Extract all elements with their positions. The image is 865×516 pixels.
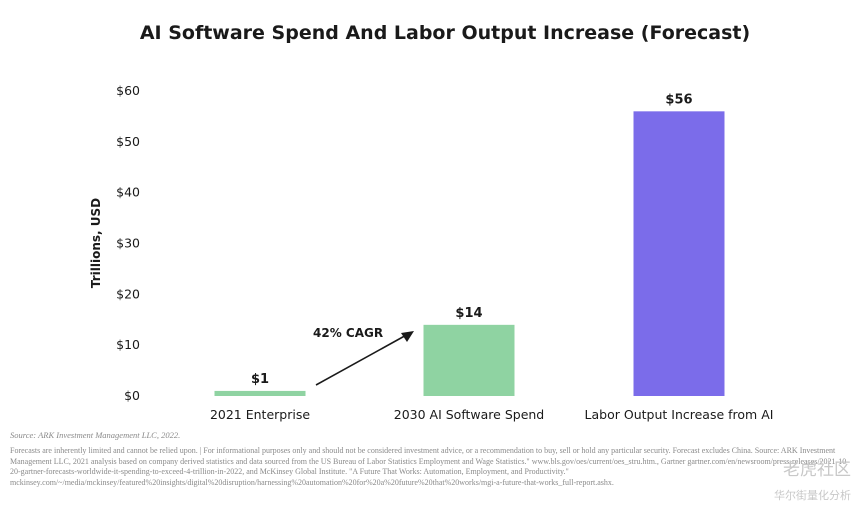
data-labels: $1 $14 $56 bbox=[251, 92, 693, 387]
x-category-label: 2021 Enterprise bbox=[210, 407, 310, 422]
x-category-label: 2030 AI Software Spend bbox=[394, 407, 545, 422]
y-tick-label: $20 bbox=[116, 286, 140, 301]
y-tick-label: $0 bbox=[124, 388, 140, 403]
bars bbox=[214, 111, 725, 396]
y-axis-ticks: $0 $10 $20 $30 $40 $50 $60 bbox=[116, 83, 140, 403]
y-axis-label: Trillions, USD bbox=[89, 198, 103, 288]
cagr-arrow bbox=[315, 332, 411, 386]
x-category-label: Labor Output Increase from AI bbox=[585, 407, 774, 422]
bar bbox=[214, 390, 306, 396]
cagr-arrow-head bbox=[401, 331, 414, 342]
cagr-label: 42% CAGR bbox=[313, 326, 383, 340]
bar-value-label: $14 bbox=[455, 306, 482, 321]
y-tick-label: $60 bbox=[116, 83, 140, 98]
y-tick-label: $50 bbox=[116, 134, 140, 149]
x-axis-ticks: 2021 Enterprise 2030 AI Software Spend Lab… bbox=[210, 407, 773, 422]
watermark-secondary: 华尔街量化分析 bbox=[774, 489, 851, 502]
bar-value-label: $56 bbox=[665, 92, 692, 107]
bar bbox=[633, 111, 725, 396]
disclaimer-text: Forecasts are inherently limited and can… bbox=[10, 446, 849, 487]
source-note: Source: ARK Investment Management LLC, 2… bbox=[10, 430, 181, 440]
y-tick-label: $40 bbox=[116, 185, 140, 200]
chart: AI Software Spend And Labor Output Incre… bbox=[89, 22, 773, 422]
bar-value-label: $1 bbox=[251, 372, 269, 387]
watermark-primary: 老虎社区 bbox=[783, 460, 851, 480]
y-tick-label: $30 bbox=[116, 236, 140, 251]
cagr-annotation: 42% CAGR bbox=[313, 326, 414, 386]
y-tick-label: $10 bbox=[116, 337, 140, 352]
bar bbox=[423, 324, 515, 396]
chart-title: AI Software Spend And Labor Output Incre… bbox=[140, 22, 750, 44]
